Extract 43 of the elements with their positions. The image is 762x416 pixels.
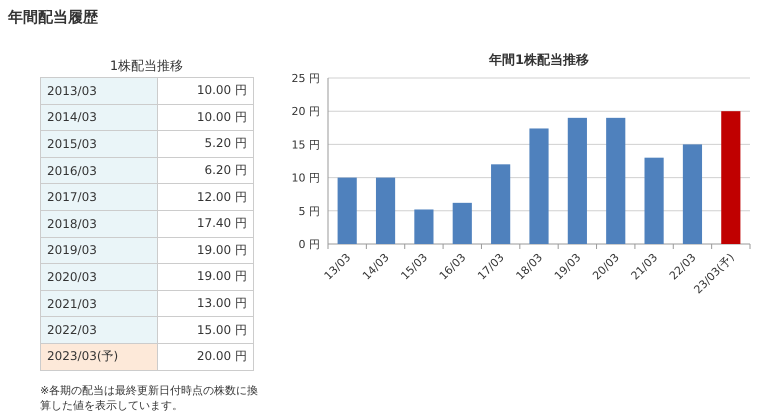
bar (606, 118, 626, 244)
y-tick-label: 0 円 (298, 238, 320, 251)
bar (721, 111, 740, 244)
text: 1株配当推移 (108, 58, 184, 75)
category-label: 2014/03 (40, 104, 158, 131)
category-label: 2016/03 (40, 157, 158, 184)
bar (491, 164, 510, 244)
category-label: 2021/03 (40, 290, 158, 317)
y-tick-label: 25 円 (292, 72, 320, 85)
y-tick-label: 20 円 (292, 105, 320, 118)
category-label: 2022/03 (40, 316, 158, 344)
category-label: 2017/03 (40, 184, 158, 210)
category-label: 2018/03 (40, 210, 158, 238)
y-tick-label: 5 円 (298, 204, 320, 218)
category-label: 2015/03 (40, 130, 158, 158)
y-tick-label: 15 円 (292, 138, 320, 152)
text: 12.00 円 (196, 190, 247, 204)
text: 19.00 円 (196, 269, 247, 284)
category-label: 2013/03 (40, 78, 158, 104)
bar (644, 158, 664, 244)
text: 13.00 円 (196, 296, 247, 310)
text: 6.20 円 (204, 163, 247, 178)
bar (529, 128, 549, 244)
text: 10.00 円 (196, 83, 247, 98)
text: ※各期の配当は最終更新日付時点の株数に換算した値を表示しています。 (40, 383, 260, 413)
category-label: 2019/03 (40, 237, 158, 264)
text: 年間配当履歴 (8, 8, 98, 27)
bar (376, 178, 396, 244)
text: 17.40 円 (196, 216, 247, 230)
y-tick-label: 10 円 (292, 172, 320, 185)
bar (568, 118, 587, 244)
bar (414, 209, 434, 244)
category-label: 2020/03 (40, 264, 158, 290)
text: 15.00 円 (196, 322, 247, 337)
chart-title: 年間1株配当推移 (488, 53, 590, 68)
bar (452, 202, 472, 244)
bar (682, 144, 702, 244)
text: 10.00 円 (196, 110, 247, 124)
category-label: 2023/03(予) (40, 343, 158, 370)
bar (338, 178, 357, 244)
text: 5.20 円 (204, 136, 247, 150)
text: 20.00 円 (196, 349, 247, 364)
text: 19.00 円 (196, 242, 247, 257)
